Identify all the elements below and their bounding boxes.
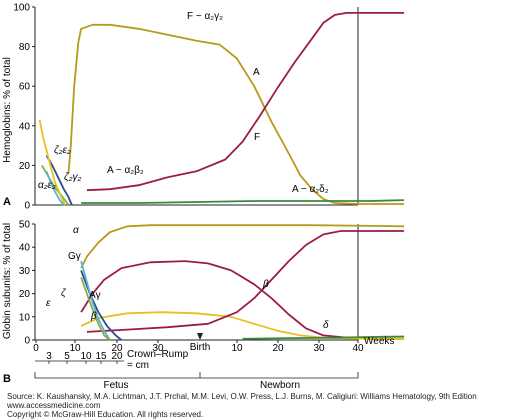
x-tick-label: 20 (111, 343, 123, 354)
y-tick-label-a: 100 (13, 3, 30, 14)
y-tick-label-a: 20 (19, 161, 31, 172)
y-axis-label-a: Hemoglobins: % of total (2, 57, 13, 163)
crown-rump-unit: = cm (127, 360, 149, 371)
crown-rump-tick-label: 5 (64, 351, 70, 362)
y-ticks-a: 0 20 40 60 80 100 (13, 3, 35, 212)
series-label-zeta: ζ (61, 288, 67, 299)
y-tick-label-b: 10 (19, 312, 31, 323)
series-line-b-3 (86, 230, 405, 333)
y-tick-label-a: 60 (19, 82, 31, 93)
newborn-bracket (200, 372, 359, 379)
series-line-a-7 (45, 170, 65, 206)
y-tick-label-b: 0 (24, 336, 30, 347)
crown-rump-label: Crown–Rump (127, 349, 189, 360)
x-tick-label: 20 (272, 343, 284, 354)
source-website: www.accessmedicine.com (7, 401, 101, 410)
crown-rump-ticks: 3 5 10 15 20 (46, 351, 123, 364)
series-label-beta-newborn: β (262, 279, 269, 290)
crown-rump-tick-label: 3 (46, 351, 52, 362)
crown-rump-tick-label: 10 (80, 351, 92, 362)
crown-rump-tick-label: 15 (95, 351, 107, 362)
y-tick-label-a: 0 (24, 201, 30, 212)
x-axis-unit: Weeks (364, 336, 394, 347)
x-tick-label: Birth (190, 342, 211, 353)
series-label-g-gamma: Gγ (68, 251, 81, 262)
x-tick-label: 0 (33, 343, 39, 354)
source-copyright: Copyright © McGraw-Hill Education. All r… (7, 410, 204, 419)
x-ticks-b: 0 10 20 30 Birth 10 20 30 40 (33, 340, 364, 354)
y-tick-label-a: 40 (19, 121, 31, 132)
y-axis-label-b: Globin subunits: % of total (2, 223, 13, 339)
series-label-gower1: ζ₂ε₂ (54, 145, 71, 156)
series-label-a-adult: A − α₂β₂ (107, 165, 144, 176)
y-tick-label-b: 30 (19, 266, 31, 277)
x-tick-label: 30 (152, 343, 164, 354)
series-line-a-6 (38, 119, 66, 206)
series-label-alpha: α (73, 225, 79, 236)
series-line-b-4 (242, 335, 405, 340)
series-line-a-5 (41, 164, 70, 206)
series-line-a-4 (45, 155, 73, 206)
series-label-portland: ζ₂γ₂ (64, 172, 81, 183)
period-fetus: Fetus (103, 380, 128, 391)
x-tick-label: 30 (313, 343, 325, 354)
crown-rump-tick-label: 20 (111, 351, 123, 362)
period-newborn: Newborn (260, 380, 300, 391)
series-label-f: F − α₂γ₂ (187, 11, 223, 22)
series-label-gower2: α₂ε₂ (38, 180, 56, 191)
series-line-b-1 (80, 260, 405, 340)
series-line-a-0 (67, 23, 405, 205)
series-label-delta: δ (323, 320, 329, 331)
series-label-a-gamma: Aγ (89, 290, 101, 301)
y-tick-label-b: 50 (19, 220, 31, 231)
series-line-a-3 (81, 199, 405, 204)
y-ticks-b: 0 10 20 30 40 50 (19, 220, 35, 347)
y-tick-label-a: 80 (19, 42, 31, 53)
x-tick-label: 10 (231, 343, 243, 354)
series-lines-b (80, 224, 405, 341)
panel-a: A Hemoglobins: % of total 0 20 40 60 80 100 F… (2, 3, 405, 212)
source-citation: Source: K. Kaushansky, M.A. Lichtman, J.… (7, 392, 477, 401)
panel-a-label: A (3, 196, 11, 208)
series-line-b-2 (80, 311, 405, 340)
panel-b-label: B (3, 373, 11, 385)
series-label-a2: A − α₂δ₂ (292, 184, 329, 195)
panel-b: B Globin subunits: % of total 0102030405… (2, 220, 405, 391)
series-label-a: A (253, 67, 260, 78)
x-tick-label: 40 (352, 343, 364, 354)
series-line-b-7 (80, 277, 111, 341)
series-line-b-0 (80, 224, 405, 269)
series-line-a-1 (86, 12, 405, 192)
y-tick-label-b: 20 (19, 289, 31, 300)
fetus-bracket (34, 372, 201, 379)
series-label-f-short: F (254, 132, 260, 143)
y-tick-label-b: 40 (19, 243, 31, 254)
series-line-b-6 (80, 260, 111, 341)
x-tick-label: 10 (69, 343, 81, 354)
birth-marker (197, 333, 203, 340)
series-label-beta: β (90, 311, 97, 322)
series-label-epsilon: ε (46, 298, 51, 309)
series-lines-a (38, 12, 405, 206)
